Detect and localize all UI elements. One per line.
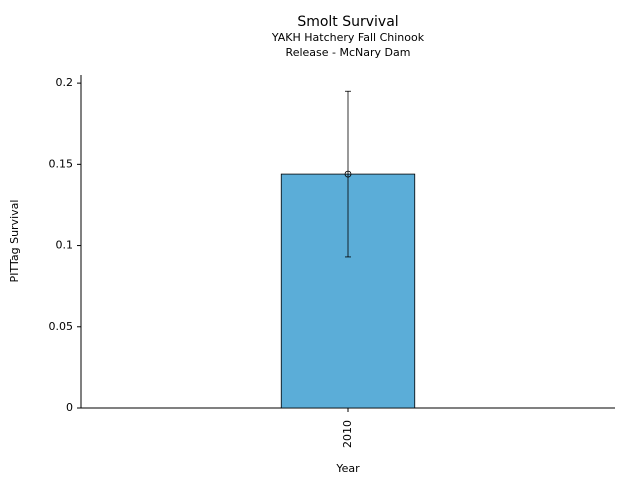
y-tick-label: 0 bbox=[66, 401, 73, 414]
chart-subtitle: Release - McNary Dam bbox=[286, 46, 411, 59]
y-axis-label: PITTag Survival bbox=[8, 200, 21, 283]
y-tick-label: 0.2 bbox=[56, 76, 74, 89]
chart-subtitle: YAKH Hatchery Fall Chinook bbox=[271, 31, 425, 44]
y-tick-label: 0.15 bbox=[49, 157, 74, 170]
value-marker bbox=[344, 170, 352, 178]
y-tick-label: 0.05 bbox=[49, 320, 74, 333]
chart-title: Smolt Survival bbox=[297, 14, 398, 30]
x-tick-label: 2010 bbox=[341, 420, 354, 448]
y-tick-label: 0.1 bbox=[56, 239, 74, 252]
x-axis-label: Year bbox=[335, 462, 360, 475]
